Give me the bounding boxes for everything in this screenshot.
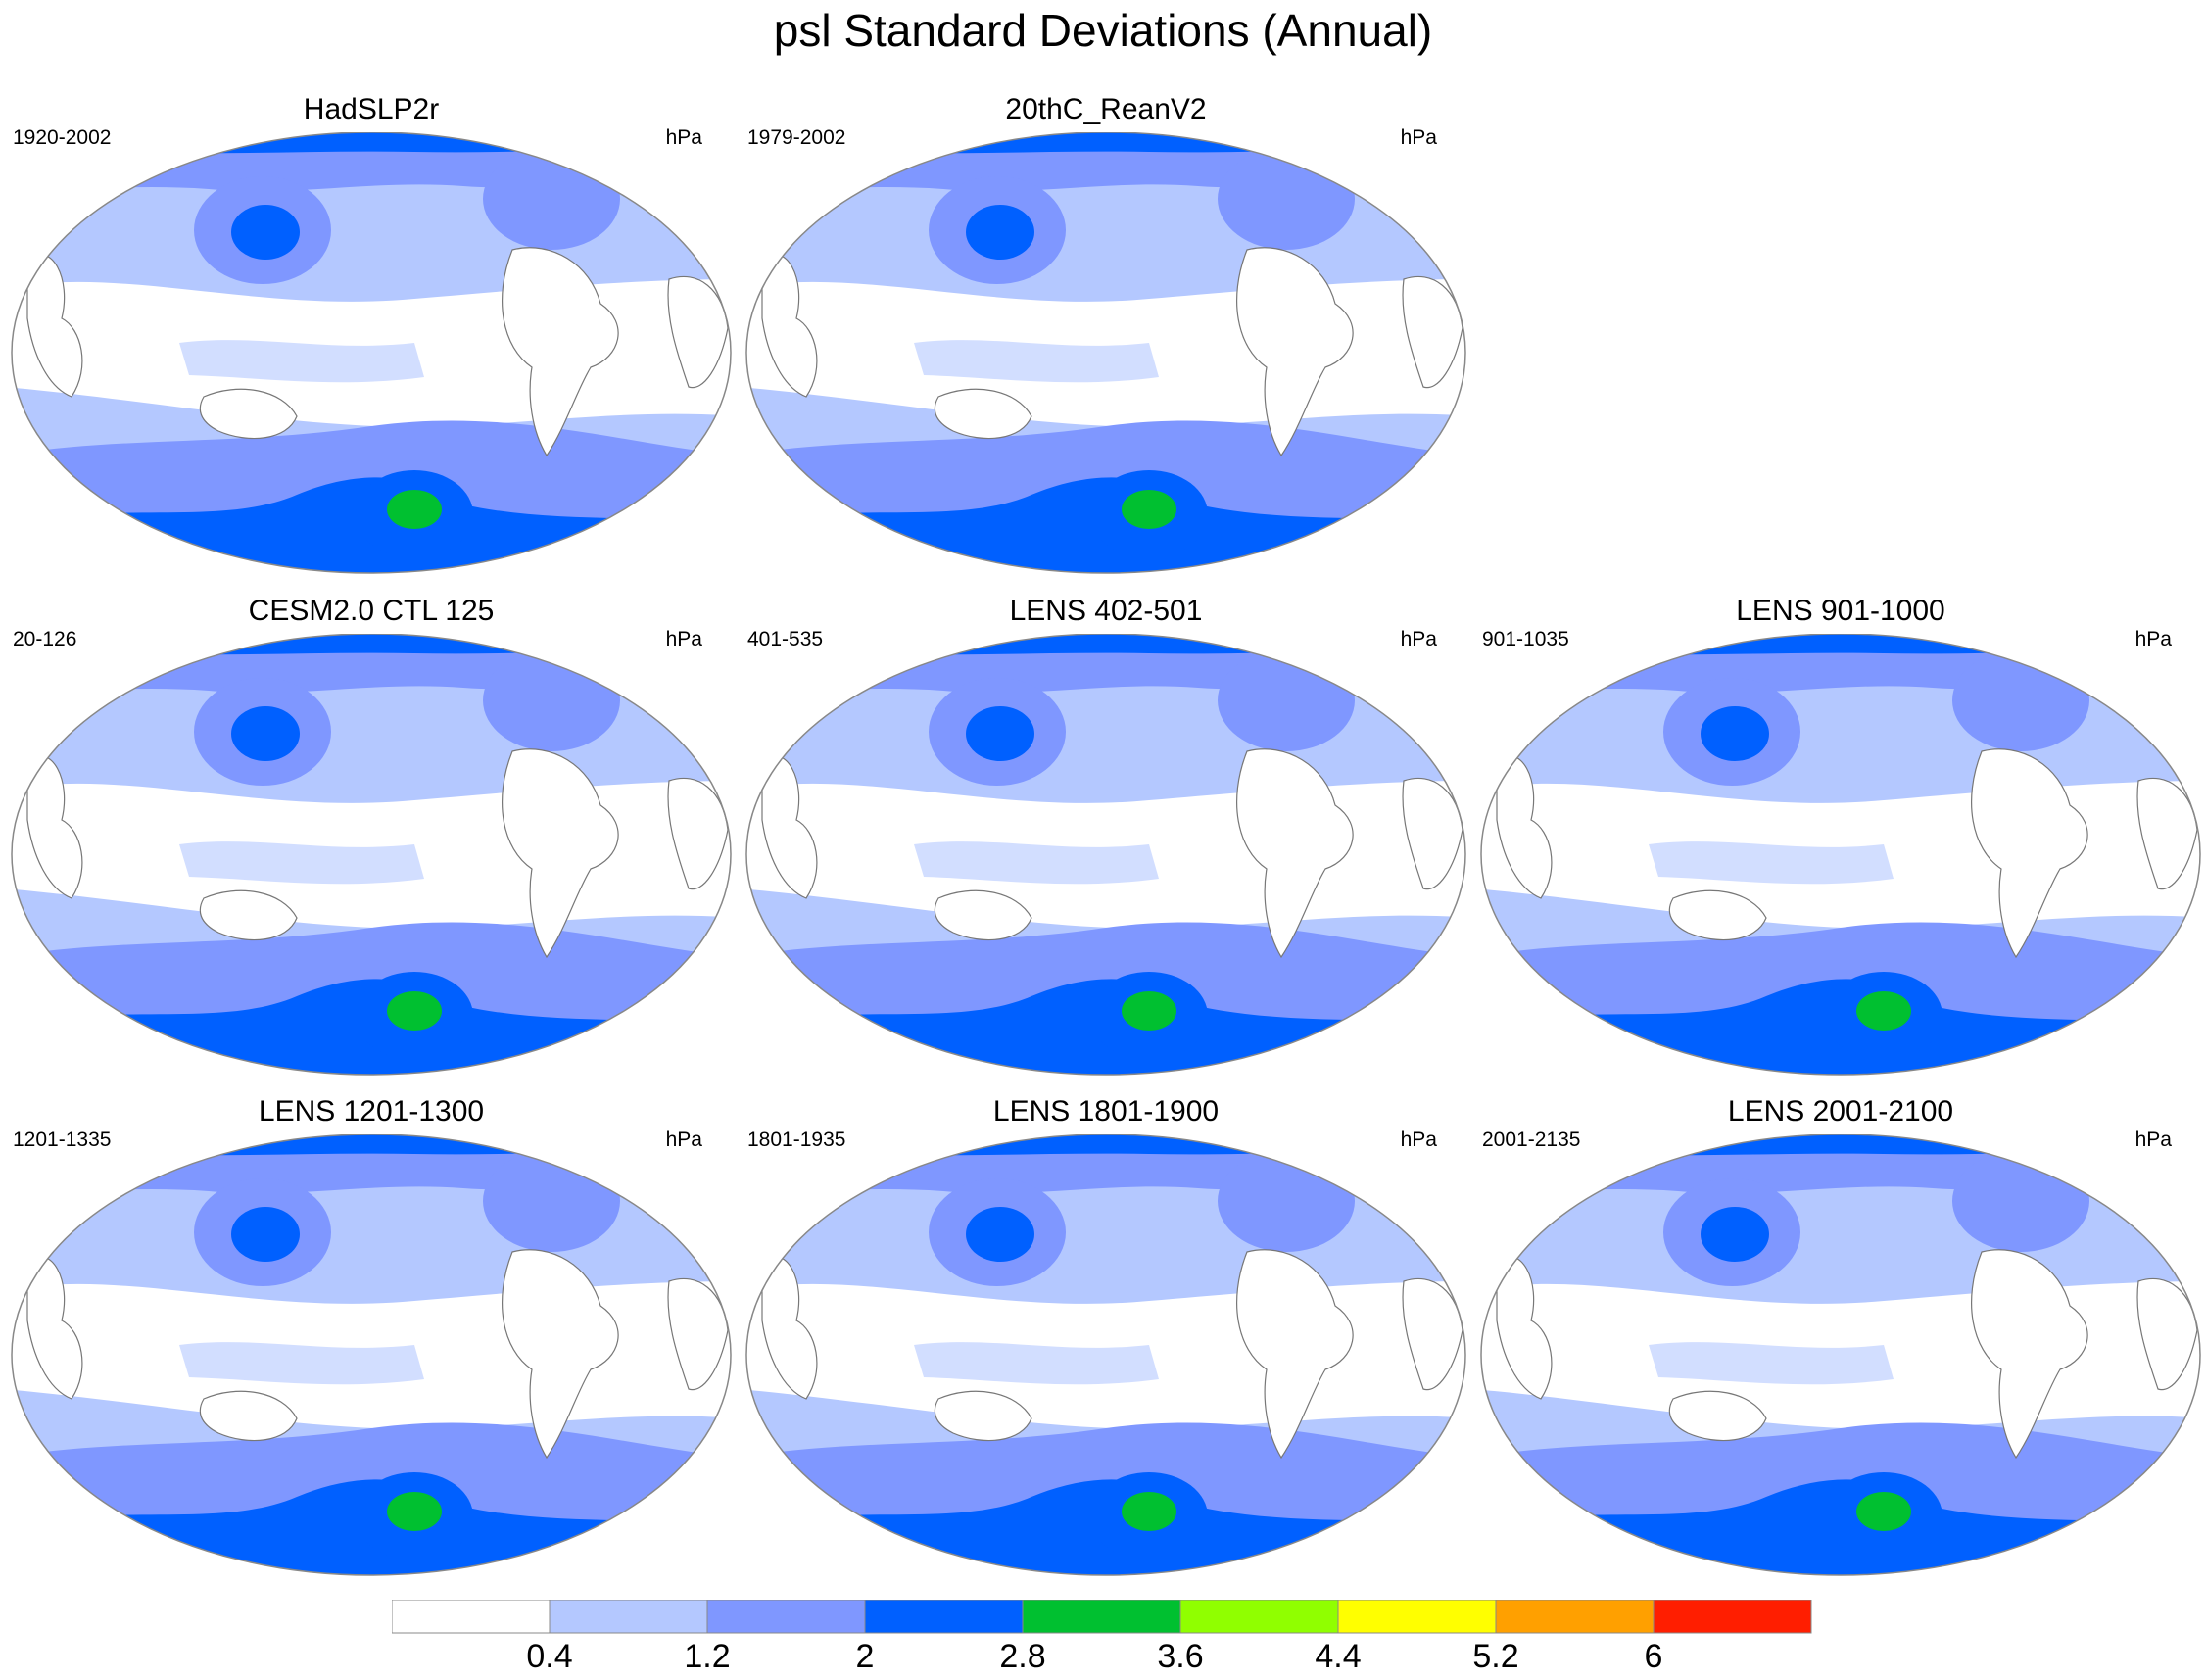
colorbar-box-1 xyxy=(549,1600,708,1634)
panel-period: 1920-2002 xyxy=(13,126,112,149)
panel-period: 401-535 xyxy=(747,628,824,650)
global-map xyxy=(1472,634,2206,1084)
colorbar-box-8 xyxy=(1653,1600,1812,1634)
global-map xyxy=(3,132,740,583)
map-panel-lens-1201: LENS 1201-1300 1201-1335 hPa xyxy=(3,1095,740,1585)
global-map xyxy=(3,634,740,1084)
colorbar xyxy=(392,1600,1812,1634)
map-panel-hadslp2r: HadSLP2r 1920-2002 hPa xyxy=(3,93,740,583)
panel-units: hPa xyxy=(1400,1128,1437,1151)
panel-title: LENS 1801-1900 xyxy=(992,1095,1220,1128)
panel-units: hPa xyxy=(1400,126,1437,149)
panel-period: 20-126 xyxy=(13,628,77,650)
global-map xyxy=(3,1134,740,1585)
colorbar-label: 5.2 xyxy=(1472,1638,1519,1675)
global-map xyxy=(1472,1134,2206,1585)
map-panel-cesm2-ctl: CESM2.0 CTL 125 20-126 hPa xyxy=(3,595,740,1084)
colorbar-box-2 xyxy=(706,1600,866,1634)
colorbar-box-4 xyxy=(1022,1600,1181,1634)
panel-period: 901-1035 xyxy=(1482,628,1569,650)
colorbar-label: 1.2 xyxy=(684,1638,731,1675)
global-map xyxy=(738,634,1474,1084)
colorbar-box-6 xyxy=(1337,1600,1497,1634)
panel-title: LENS 402-501 xyxy=(1009,595,1203,627)
figure-title: psl Standard Deviations (Annual) xyxy=(773,5,1433,56)
panel-period: 2001-2135 xyxy=(1482,1128,1581,1151)
panel-title: LENS 2001-2100 xyxy=(1727,1095,1954,1128)
colorbar-label: 2 xyxy=(855,1638,875,1675)
panel-title: HadSLP2r xyxy=(303,93,440,125)
panel-units: hPa xyxy=(2134,628,2172,650)
colorbar-box-7 xyxy=(1495,1600,1654,1634)
colorbar-label: 0.4 xyxy=(526,1638,573,1675)
panel-units: hPa xyxy=(665,1128,702,1151)
map-panel-lens-901: LENS 901-1000 901-1035 hPa xyxy=(1472,595,2206,1084)
colorbar-label: 4.4 xyxy=(1315,1638,1362,1675)
global-map xyxy=(738,1134,1474,1585)
panel-title: CESM2.0 CTL 125 xyxy=(248,595,495,627)
panel-period: 1201-1335 xyxy=(13,1128,112,1151)
colorbar-label: 2.8 xyxy=(999,1638,1046,1675)
map-panel-lens-2001: LENS 2001-2100 2001-2135 hPa xyxy=(1472,1095,2206,1585)
panel-period: 1801-1935 xyxy=(747,1128,846,1151)
colorbar-box-3 xyxy=(864,1600,1024,1634)
panel-title: LENS 901-1000 xyxy=(1736,595,1945,627)
panel-units: hPa xyxy=(665,126,702,149)
panel-units: hPa xyxy=(1400,628,1437,650)
panel-title: 20thC_ReanV2 xyxy=(1005,93,1207,125)
panel-title: LENS 1201-1300 xyxy=(258,1095,485,1128)
panel-period: 1979-2002 xyxy=(747,126,846,149)
colorbar-box-0 xyxy=(392,1600,551,1634)
map-panel-lens-402: LENS 402-501 401-535 hPa xyxy=(738,595,1474,1084)
panel-units: hPa xyxy=(665,628,702,650)
map-panel-20thc-reanv2: 20thC_ReanV2 1979-2002 hPa xyxy=(738,93,1474,583)
colorbar-label: 3.6 xyxy=(1157,1638,1204,1675)
colorbar-label: 6 xyxy=(1644,1638,1663,1675)
panel-units: hPa xyxy=(2134,1128,2172,1151)
global-map xyxy=(738,132,1474,583)
colorbar-box-5 xyxy=(1179,1600,1339,1634)
map-panel-lens-1801: LENS 1801-1900 1801-1935 hPa xyxy=(738,1095,1474,1585)
